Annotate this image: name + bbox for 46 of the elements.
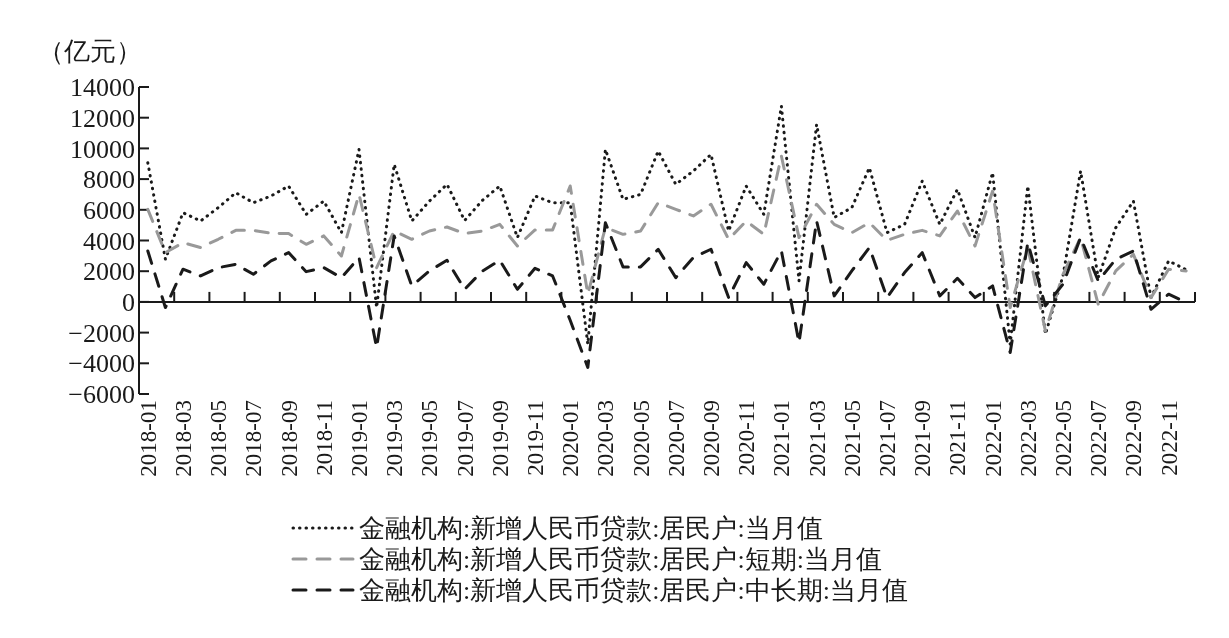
x-tick-label: 2022-03 bbox=[1015, 400, 1041, 477]
x-tick-label: 2019-11 bbox=[523, 400, 548, 476]
legend-label: 金融机构:新增人民币贷款:居民户:当月值 bbox=[359, 514, 823, 544]
x-tick-label: 2021-09 bbox=[910, 400, 936, 477]
x-tick-label: 2018-07 bbox=[241, 400, 267, 477]
x-tick-label: 2020-09 bbox=[699, 400, 724, 477]
y-tick-label: 14000 bbox=[70, 73, 135, 103]
y-tick-label: −2000 bbox=[68, 318, 135, 348]
x-tick-label: 2020-07 bbox=[663, 400, 689, 477]
x-tick-label: 2018-09 bbox=[276, 400, 302, 477]
x-tick-label: 2019-09 bbox=[487, 400, 513, 477]
y-tick-label: 8000 bbox=[83, 165, 135, 195]
x-tick-label: 2021-07 bbox=[875, 400, 900, 477]
y-axis-title: （亿元） bbox=[38, 37, 142, 66]
x-tick-label: 2022-11 bbox=[1156, 400, 1182, 476]
x-tick-label: 2021-03 bbox=[804, 400, 830, 477]
x-tick-label: 2020-01 bbox=[558, 400, 584, 477]
y-tick-label: 4000 bbox=[83, 226, 135, 256]
x-tick-label: 2019-03 bbox=[382, 400, 408, 477]
x-tick-label: 2018-11 bbox=[311, 400, 337, 476]
y-tick-label: 6000 bbox=[83, 195, 135, 225]
y-tick-label: 12000 bbox=[70, 103, 135, 133]
x-tick-label: 2022-07 bbox=[1086, 400, 1112, 477]
x-tick-label: 2018-03 bbox=[171, 400, 196, 477]
x-tick-label: 2020-05 bbox=[628, 400, 654, 477]
x-tick-label: 2022-05 bbox=[1051, 400, 1076, 477]
x-tick-label: 2019-07 bbox=[452, 400, 478, 477]
x-tick-label: 2020-11 bbox=[734, 400, 760, 476]
x-tick-label: 2021-11 bbox=[945, 400, 971, 476]
x-tick-label: 2018-01 bbox=[135, 400, 161, 477]
x-tick-label: 2019-01 bbox=[347, 400, 372, 477]
x-tick-label: 2022-09 bbox=[1121, 400, 1147, 477]
line-series bbox=[146, 154, 1188, 333]
x-tick-label: 2021-05 bbox=[839, 400, 865, 477]
y-tick-label: 0 bbox=[122, 288, 135, 317]
x-tick-label: 2018-05 bbox=[206, 400, 232, 477]
y-tick-label: −6000 bbox=[68, 380, 135, 410]
legend-label: 金融机构:新增人民币贷款:居民户:中长期:当月值 bbox=[359, 576, 908, 606]
y-tick-label: −4000 bbox=[68, 349, 135, 379]
x-tick-label: 2021-01 bbox=[769, 400, 795, 477]
x-tick-label: 2019-05 bbox=[417, 400, 443, 477]
y-tick-label: 2000 bbox=[83, 257, 135, 287]
x-tick-label: 2020-03 bbox=[593, 400, 619, 477]
x-tick-label: 2022-01 bbox=[980, 400, 1006, 477]
legend-label: 金融机构:新增人民币贷款:居民户:短期:当月值 bbox=[359, 545, 882, 575]
y-tick-label: 10000 bbox=[70, 134, 135, 164]
